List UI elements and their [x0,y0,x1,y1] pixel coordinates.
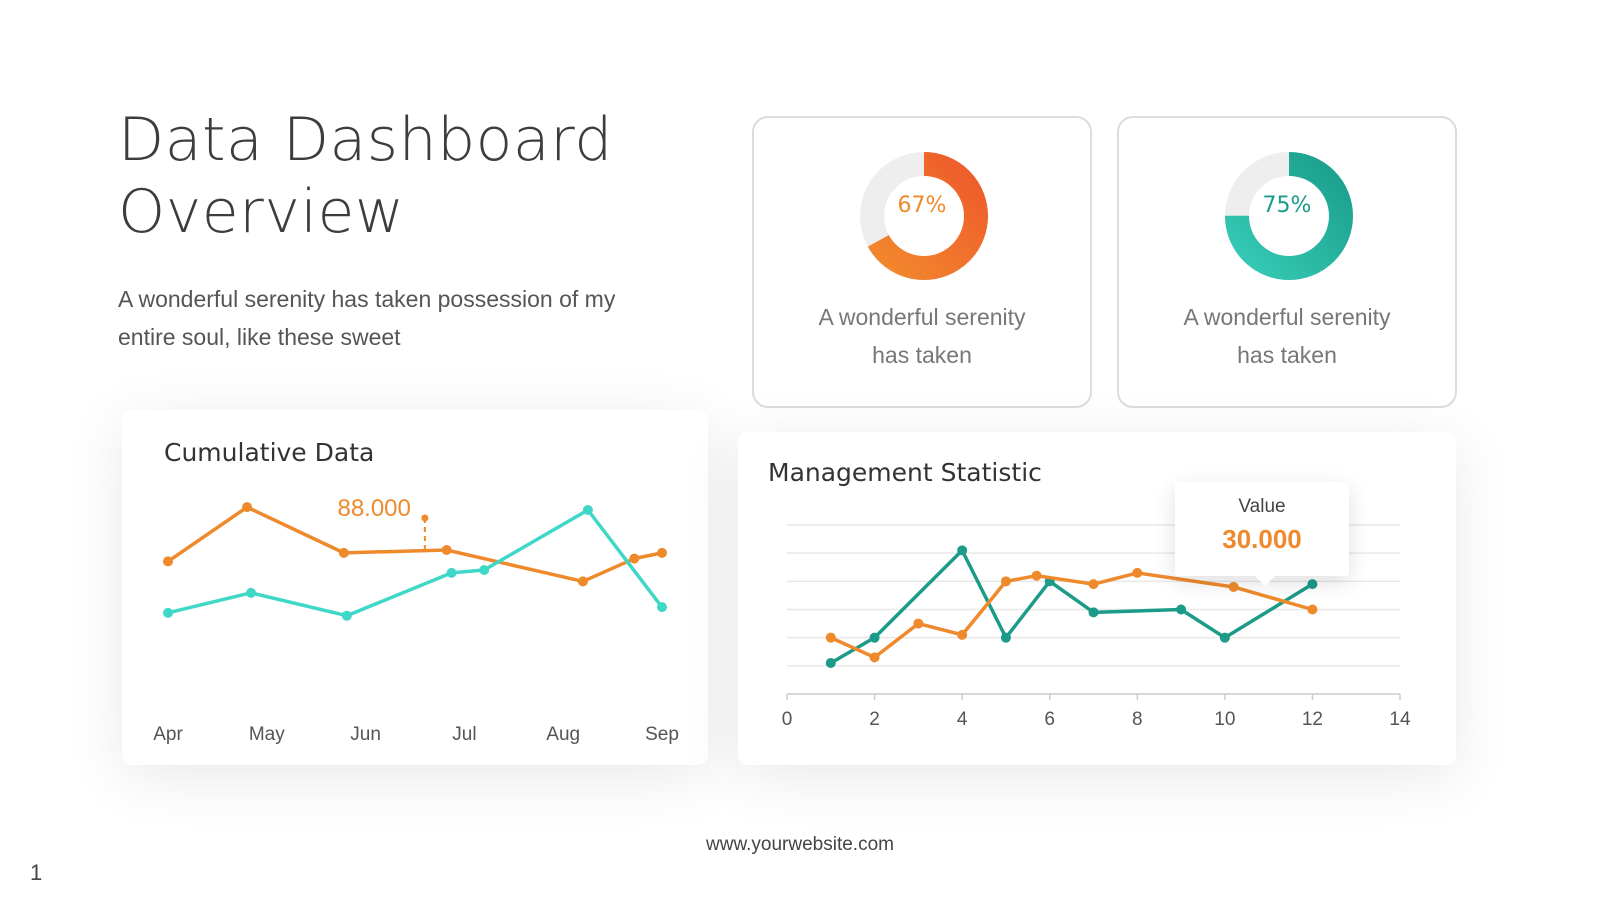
donut-caption-line-1: A wonderful serenity [818,304,1026,330]
data-point[interactable] [338,547,349,558]
cumulative-data-card: Cumulative Data Apr May Jun Jul Aug Sep 88.000 [122,410,708,765]
management-statistic-chart: 0 2 4 6 8 10 12 14 [782,524,1411,730]
donut-card-2: 75% A wonderful serenity has taken [1117,116,1457,408]
data-point[interactable] [869,652,880,663]
donut-arc [1225,152,1353,280]
chart-title: Management Statistic [768,458,1042,487]
x-tick-label: 4 [957,709,968,730]
donut-percent-label: 75% [1262,193,1312,218]
data-point[interactable] [1088,579,1099,590]
data-point[interactable] [441,545,452,555]
data-point[interactable] [1307,604,1318,615]
series-line [167,505,663,584]
data-point[interactable] [1228,581,1239,592]
data-point[interactable] [479,565,490,575]
donut-chart-2 [1225,152,1353,280]
x-tick-label: 14 [1389,709,1411,730]
data-point[interactable] [1132,567,1143,578]
data-point[interactable] [163,556,173,567]
x-tick-label: Aug [546,724,580,745]
page-subtitle: A wonderful serenity has taken possessio… [118,286,616,350]
x-tick-label: 8 [1132,709,1143,730]
data-point[interactable] [1219,632,1230,643]
management-statistic-card: Management Statistic 0 2 4 6 8 10 12 14 [738,432,1456,765]
series-line [830,571,1313,660]
page-number: 1 [30,860,43,885]
footer-url[interactable]: www.yourwebsite.com [706,834,894,855]
donut-arc [860,152,988,280]
x-tick-label: 6 [1044,709,1055,730]
donut-caption: A wonderful serenity has taken [784,298,1060,374]
data-point[interactable] [629,553,640,564]
x-tick-label: 2 [869,709,880,730]
data-point[interactable] [657,547,667,558]
data-point[interactable] [582,505,593,515]
data-point[interactable] [825,632,836,643]
x-tick-label: 12 [1302,709,1323,730]
donut-chart-1 [860,152,988,280]
donut-percent-label: 67% [897,193,947,218]
page-title: Data Dashboard Overview [118,104,613,248]
tooltip-label: Value [1238,496,1286,517]
data-point[interactable] [1176,604,1187,615]
x-tick-label: May [249,724,285,745]
x-tick-label: 0 [782,709,793,730]
data-point[interactable] [913,618,924,629]
tooltip-value: 30.000 [1222,524,1302,554]
x-tick-label: 10 [1214,709,1235,730]
title-line-2: Overview [118,177,405,247]
data-point[interactable] [957,629,968,640]
data-point[interactable] [1000,576,1011,587]
data-point[interactable] [1088,607,1099,618]
data-point[interactable] [245,587,256,598]
x-tick-label: Jun [350,724,381,745]
donut-caption-line-2: has taken [872,342,972,368]
chart-title: Cumulative Data [164,438,375,467]
x-tick-label: Jul [452,724,476,745]
title-line-1: Data Dashboard [118,105,613,175]
donut-card-1: 67% A wonderful serenity has taken [752,116,1092,408]
annotation-label: 88.000 [337,495,410,522]
data-point[interactable] [825,658,836,669]
data-point[interactable] [446,567,457,578]
donut-caption-line-1: A wonderful serenity [1183,304,1391,330]
donut-caption: A wonderful serenity has taken [1149,298,1425,374]
data-point[interactable] [1000,632,1011,643]
data-point[interactable] [869,632,880,643]
series-line [167,508,664,618]
annotation-marker [421,514,429,522]
data-point[interactable] [242,502,253,513]
data-point[interactable] [657,602,667,613]
data-point[interactable] [957,545,968,556]
cumulative-data-chart: Apr May Jun Jul Aug Sep 88.000 [153,495,679,745]
data-point[interactable] [1031,570,1042,581]
value-tooltip: Value 30.000 [1175,482,1349,586]
x-tick-label: Sep [645,724,679,745]
data-point[interactable] [341,610,352,621]
data-point[interactable] [1307,579,1318,590]
donut-caption-line-2: has taken [1237,342,1337,368]
x-tick-label: Apr [153,724,183,745]
data-point[interactable] [163,607,173,618]
data-point[interactable] [577,576,588,587]
